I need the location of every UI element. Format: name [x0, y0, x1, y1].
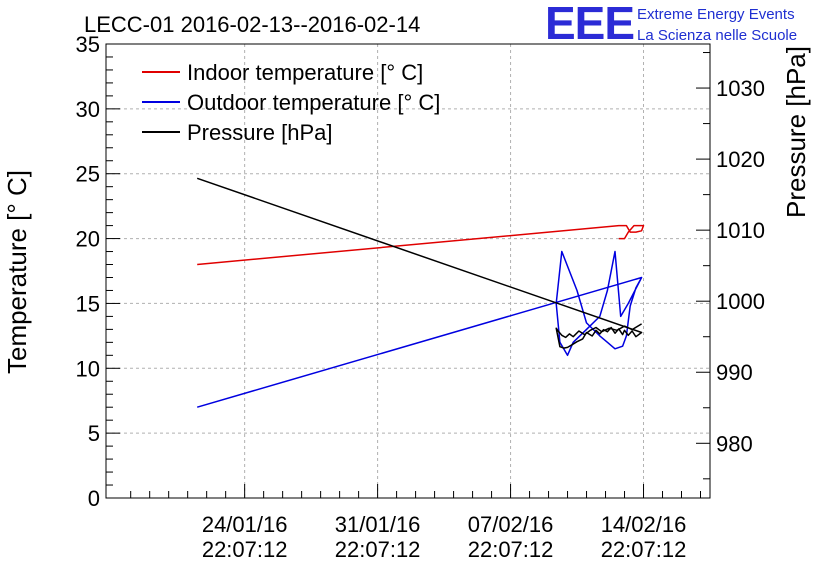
- legend-label-indoor: Indoor temperature [° C]: [187, 60, 423, 85]
- y-right-tick-label-4: 1020: [716, 147, 765, 172]
- chart-title: LECC-01 2016-02-13--2016-02-14: [84, 12, 420, 37]
- x-tick-label-time-2: 22:07:12: [468, 537, 554, 562]
- eee-logo: EEE Extreme Energy Events La Scienza nel…: [545, 0, 797, 49]
- legend: Indoor temperature [° C] Outdoor tempera…: [142, 60, 440, 145]
- y-left-tick-label-0: 0: [88, 486, 100, 511]
- y-left-tick-label-4: 20: [76, 227, 100, 252]
- y-right-tick-label-2: 1000: [716, 289, 765, 314]
- legend-label-outdoor: Outdoor temperature [° C]: [187, 90, 440, 115]
- y-left-tick-label-6: 30: [76, 97, 100, 122]
- y-left-tick-label-2: 10: [76, 356, 100, 381]
- logo-mark: EEE: [545, 0, 634, 49]
- y-left-tick-label-3: 15: [76, 291, 100, 316]
- series-line-indoor-temperature: [197, 224, 645, 266]
- x-tick-label-date-0: 24/01/16: [202, 512, 288, 537]
- series-line-outdoor-temperature: [196, 250, 643, 408]
- grid-lines: [106, 44, 710, 498]
- y-right-tick-label-1: 990: [716, 360, 753, 385]
- x-tick-label-date-1: 31/01/16: [335, 512, 421, 537]
- y-axis-left-label: Temperature [° C]: [2, 170, 32, 374]
- legend-label-pressure: Pressure [hPa]: [187, 120, 333, 145]
- y-right-tick-label-5: 1030: [716, 76, 765, 101]
- plot-frame: [105, 43, 711, 499]
- series-line-pressure: [196, 177, 643, 349]
- x-tick-label-time-1: 22:07:12: [335, 537, 421, 562]
- x-tick-label-date-2: 07/02/16: [468, 512, 554, 537]
- y-right-tick-label-3: 1010: [716, 218, 765, 243]
- series-lines: [196, 177, 645, 408]
- logo-line-1: Extreme Energy Events: [637, 6, 795, 23]
- x-tick-label-date-3: 14/02/16: [601, 512, 687, 537]
- y-left-tick-label-1: 5: [88, 421, 100, 446]
- y-axis-right-label: Pressure [hPa]: [781, 46, 811, 218]
- y-left-tick-label-5: 25: [76, 162, 100, 187]
- logo-line-2: La Scienza nelle Scuole: [637, 27, 797, 44]
- x-tick-label-time-3: 22:07:12: [601, 537, 687, 562]
- y-right-tick-label-0: 980: [716, 431, 753, 456]
- x-tick-label-time-0: 22:07:12: [202, 537, 288, 562]
- axes: 0 5 10 15 20 25 30 35 980 990 1000 1010 1020 1030 24/0…: [76, 32, 765, 562]
- y-left-tick-label-7: 35: [76, 32, 100, 57]
